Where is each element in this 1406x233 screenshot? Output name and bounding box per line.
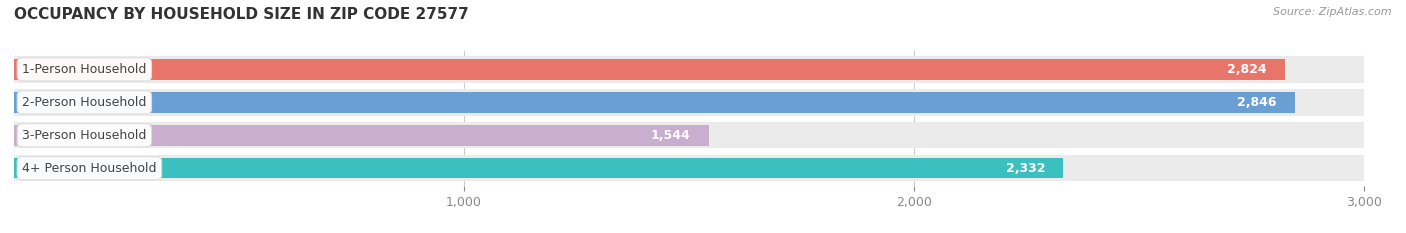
Text: 4+ Person Household: 4+ Person Household: [22, 162, 156, 175]
Bar: [14, 59, 1285, 80]
Bar: [14, 125, 709, 146]
Text: 2,824: 2,824: [1227, 63, 1267, 76]
Bar: [14, 56, 1364, 82]
Bar: [14, 89, 1364, 116]
Bar: [14, 158, 1063, 178]
Text: 2,332: 2,332: [1005, 162, 1045, 175]
Text: 2,846: 2,846: [1237, 96, 1277, 109]
Bar: [14, 92, 1295, 113]
Text: 2-Person Household: 2-Person Household: [22, 96, 146, 109]
Text: 1-Person Household: 1-Person Household: [22, 63, 146, 76]
Text: 1,544: 1,544: [651, 129, 690, 142]
Bar: [14, 122, 1364, 148]
Text: 3-Person Household: 3-Person Household: [22, 129, 146, 142]
Bar: [14, 155, 1364, 182]
Text: Source: ZipAtlas.com: Source: ZipAtlas.com: [1274, 7, 1392, 17]
Text: OCCUPANCY BY HOUSEHOLD SIZE IN ZIP CODE 27577: OCCUPANCY BY HOUSEHOLD SIZE IN ZIP CODE …: [14, 7, 468, 22]
